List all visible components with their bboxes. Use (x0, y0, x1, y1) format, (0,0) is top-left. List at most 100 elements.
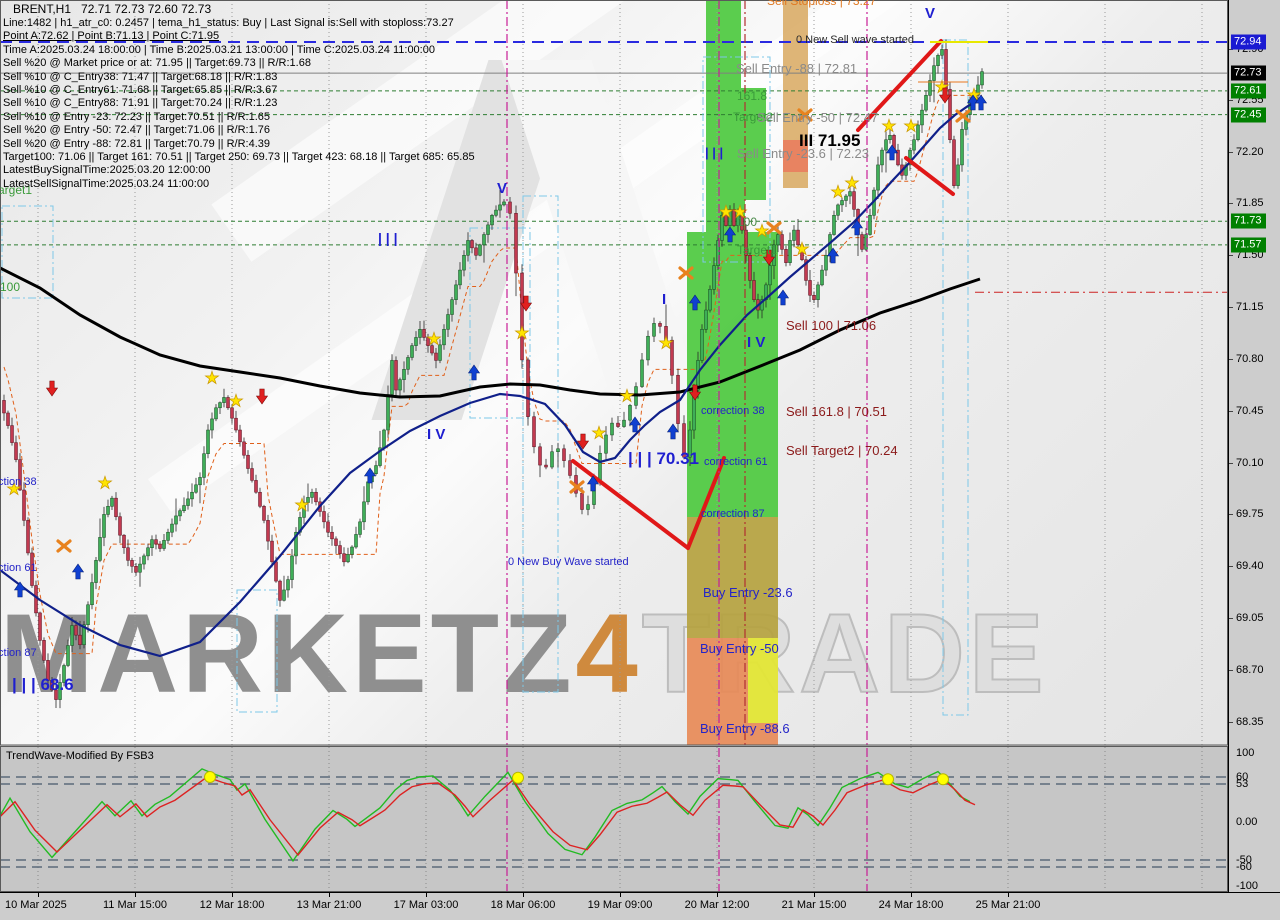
candle-body (980, 71, 984, 86)
indicator-axis-label: -50 (1236, 854, 1252, 866)
time-axis-label: 17 Mar 03:00 (393, 899, 459, 911)
time-tick (814, 893, 815, 897)
time-tick (232, 893, 233, 897)
candle-body (238, 429, 242, 443)
sell-entry-23-label: Sell Entry -23.6 | 72.23 (737, 146, 870, 161)
candle-body (334, 538, 338, 546)
wave-i-label: I (662, 291, 667, 308)
exit-cross-icon (569, 480, 585, 494)
candle-body (246, 454, 250, 469)
candle-body (752, 280, 756, 300)
candle-body (394, 360, 398, 391)
buy-entry-23-label: Buy Entry -23.6 (703, 585, 793, 600)
price-tick (1229, 307, 1233, 308)
sell-arrow-icon (45, 380, 59, 397)
new-buy-wave-label: 0 New Buy Wave started (508, 556, 629, 568)
info-line: Sell %10 @ C_Entry61: 71.68 || Target:65… (3, 84, 278, 97)
candle-body (294, 531, 298, 557)
candle-body (482, 234, 486, 246)
sell-arrow-icon (576, 433, 590, 450)
price-tick (1229, 152, 1233, 153)
candle-body (110, 497, 114, 507)
candle-body (62, 665, 66, 683)
buy-arrow-icon (586, 475, 600, 492)
candle-body (788, 240, 792, 263)
candle-body (836, 204, 840, 216)
candle-body (82, 624, 86, 646)
price-badge: 72.61 (1231, 83, 1266, 99)
sell-arrow-icon (519, 295, 533, 312)
candle-body (948, 89, 952, 140)
info-line: LatestBuySignalTime:2025.03.20 12:00:00 (3, 164, 211, 177)
candle-body (804, 259, 808, 281)
price-tick (1229, 566, 1233, 567)
correction-61-left: correction 61 (0, 562, 37, 574)
candle-body (670, 339, 674, 376)
candle-body (414, 337, 418, 346)
candle-body (194, 484, 198, 493)
time-axis[interactable]: 10 Mar 2025 11 Mar 15:00 12 Mar 18:00 13 Ma… (0, 892, 1280, 920)
candle-body (130, 560, 134, 567)
candle-body (146, 547, 150, 557)
candle-body (230, 407, 234, 419)
star-marker: ★ (228, 392, 243, 411)
star-marker: ★ (97, 474, 112, 493)
chart-frame (0, 0, 1228, 746)
candle-body (876, 164, 880, 191)
candle-body (154, 539, 158, 545)
time-axis-label: 10 Mar 2025 (5, 899, 67, 911)
candle-body (18, 459, 22, 491)
candle-body (278, 580, 282, 601)
candle-body (422, 329, 426, 338)
channel-box (469, 227, 531, 419)
price-axis-label: 69.05 (1236, 612, 1264, 624)
candle-body (852, 191, 856, 210)
candle-body (748, 255, 752, 281)
candle-body (54, 689, 58, 700)
candle-body (700, 329, 704, 361)
star-marker: ★ (591, 424, 606, 443)
time-tick (329, 893, 330, 897)
star-marker: ★ (6, 480, 21, 499)
wave-bars-label: | | | (705, 145, 724, 160)
candle-body (652, 323, 656, 337)
candle-body (94, 560, 98, 583)
time-axis-label: 12 Mar 18:00 (199, 899, 265, 911)
candle-body (402, 369, 406, 380)
channel-box (522, 195, 559, 693)
indicator-axis-label: 53 (1236, 778, 1249, 790)
buy-arrow-icon (723, 226, 737, 243)
time-tick (1008, 893, 1009, 897)
candle-body (166, 531, 170, 541)
price-badge: 72.73 (1231, 65, 1266, 81)
candle-body (70, 625, 74, 646)
info-line: Sell %10 @ Entry -23: 72.23 || Target:70… (3, 110, 270, 123)
price-axis[interactable]: 72.9072.5572.2071.8571.5071.1570.8070.45… (1228, 0, 1280, 892)
candle-body (102, 514, 106, 538)
info-line: LatestSellSignalTime:2025.03.24 11:00:00 (3, 177, 210, 190)
candle-body (254, 480, 258, 493)
price-tick (1229, 411, 1233, 412)
hundred-mid-label: 100 (737, 215, 758, 229)
wave-v-right: V (925, 5, 936, 22)
candle-body (210, 418, 214, 431)
candle-body (382, 429, 386, 449)
buy-arrow-icon (13, 581, 27, 598)
correction-61-mid: correction 61 (704, 456, 768, 468)
sell-161-label: Sell 161.8 | 70.51 (786, 404, 887, 419)
candle-body (42, 640, 46, 661)
info-line: Sell %20 @ Entry -88: 72.81 || Target:70… (3, 137, 270, 150)
chart-background: MARKETZ4TRADE (0, 0, 1228, 745)
wave-v-mid: V (497, 180, 508, 197)
correction-87-left: correction 87 (0, 647, 37, 659)
candle-body (162, 540, 166, 549)
candle-body (14, 442, 18, 460)
price-tick (1229, 203, 1233, 204)
price-axis-label: 69.40 (1236, 560, 1264, 572)
star-marker: ★ (844, 174, 859, 193)
slow-ma-line (0, 266, 981, 399)
chart-canvas[interactable]: ★ ★★★★★ ★★★★★★★★★★★ ★★ ★ (0, 0, 1228, 892)
candle-body (658, 323, 662, 327)
price-axis-label: 72.20 (1236, 146, 1264, 158)
